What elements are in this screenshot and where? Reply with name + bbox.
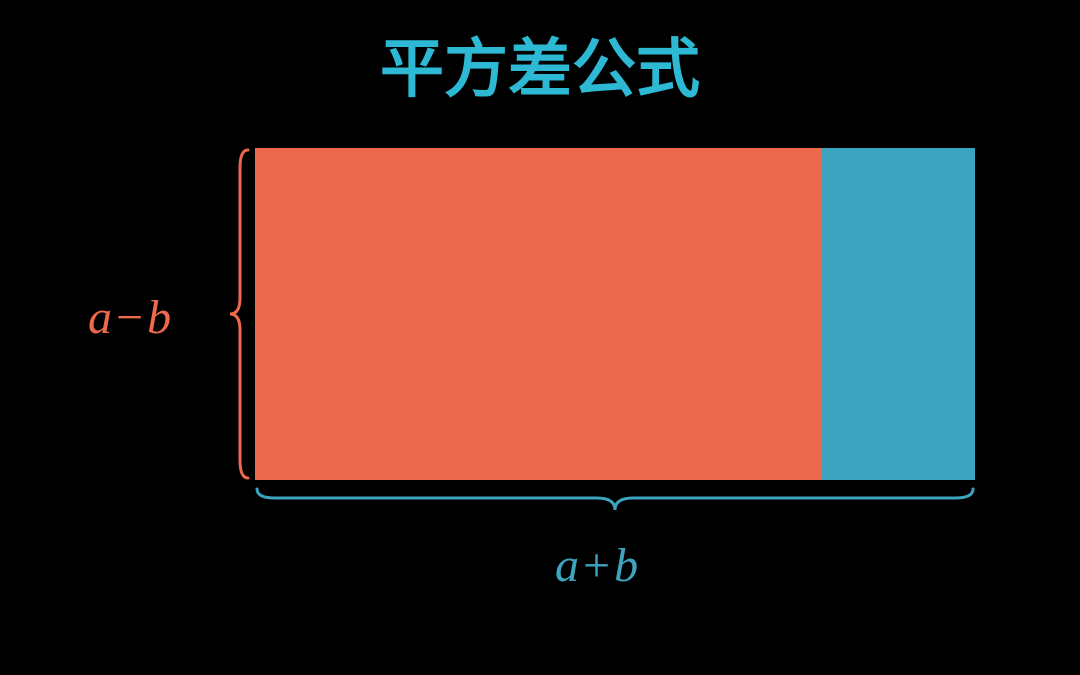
bottom-label: a+b bbox=[555, 538, 638, 593]
bottom-label-var1: a bbox=[555, 539, 579, 592]
rect-orange bbox=[255, 148, 822, 480]
rect-blue bbox=[822, 148, 975, 480]
bottom-label-op: + bbox=[579, 539, 614, 592]
title: 平方差公式 bbox=[380, 18, 700, 110]
left-brace-icon bbox=[228, 148, 252, 480]
bottom-brace-icon bbox=[255, 483, 975, 513]
left-label-op: − bbox=[112, 291, 147, 344]
left-label-var1: a bbox=[88, 291, 112, 344]
bottom-label-var2: b bbox=[614, 539, 638, 592]
diagram-rectangle bbox=[255, 148, 975, 480]
left-label-var2: b bbox=[147, 291, 171, 344]
left-label: a−b bbox=[88, 290, 171, 345]
